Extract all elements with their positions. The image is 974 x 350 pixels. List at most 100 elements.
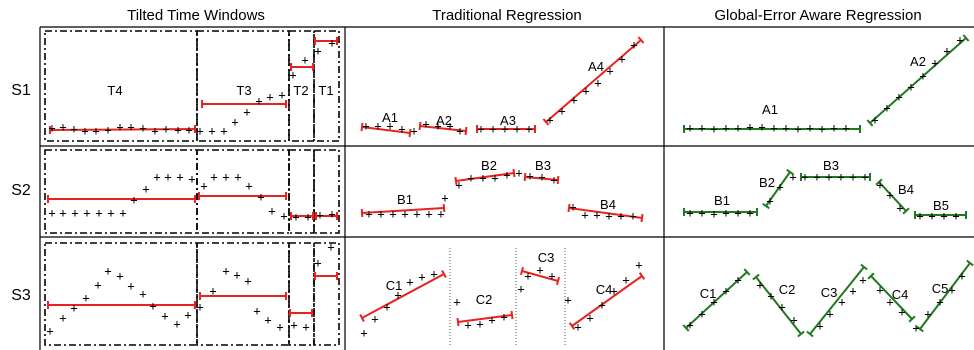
- header-global-error-aware-regression: Global-Error Aware Regression: [714, 7, 921, 24]
- s3-point-10: +: [161, 309, 168, 323]
- trad-s1-point-19: +: [606, 64, 613, 78]
- trad-label-a2: A2: [436, 113, 452, 128]
- global-s2-point-20: +: [940, 209, 947, 223]
- s3-point-7: +: [127, 279, 134, 293]
- s2-point-19: +: [268, 204, 275, 218]
- s3-point-22: +: [302, 320, 309, 334]
- global-s1-point-7: +: [770, 121, 777, 135]
- global-s3-point-10: +: [826, 307, 833, 321]
- global-s3-point-16: +: [898, 305, 905, 319]
- s1-point-21: +: [289, 68, 296, 82]
- global-s2-point-13: +: [849, 170, 856, 184]
- s3-point-19: +: [264, 313, 271, 327]
- s2-point-15: +: [222, 170, 229, 184]
- global-label-c5: C5: [932, 281, 949, 296]
- trad-s1-point-17: +: [582, 84, 589, 98]
- trad-label-c2: C2: [476, 292, 493, 307]
- s2-point-23: +: [316, 208, 323, 222]
- global-s2-point-21: +: [952, 209, 959, 223]
- global-s1-point-17: +: [907, 80, 914, 94]
- window-seg-s2-t3: [198, 192, 287, 200]
- s2-point-10: +: [164, 170, 171, 184]
- s1-point-6: +: [116, 120, 123, 134]
- trad-s3-point-19: +: [598, 298, 605, 312]
- s1-point-1: +: [59, 120, 66, 134]
- s2-point-17: +: [245, 179, 252, 193]
- tilted-window-boundaries: [44, 30, 340, 346]
- s2-point-12: +: [188, 172, 195, 186]
- trad-seg-c1: [359, 270, 447, 322]
- global-s3-point-8: +: [790, 313, 797, 327]
- trad-seg-b2: [454, 168, 516, 186]
- global-s1-point-14: +: [871, 113, 878, 127]
- global-s2-point-7: +: [776, 180, 783, 194]
- global-s3-point-11: +: [838, 295, 845, 309]
- trad-s2-point-16: +: [550, 173, 557, 187]
- trad-s3-point-14: +: [536, 263, 543, 277]
- s3-segment-separators: [449, 248, 566, 345]
- trad-s2-point-13: +: [515, 166, 522, 180]
- trad-s2-point-12: +: [503, 168, 510, 182]
- global-label-c3: C3: [821, 285, 838, 300]
- s1-point-5: +: [104, 123, 111, 137]
- s3-point-18: +: [253, 304, 260, 318]
- trad-s1-point-4: +: [410, 124, 417, 138]
- trad-s1-point-13: +: [525, 122, 532, 136]
- trad-s2-point-22: +: [629, 209, 636, 223]
- s1-point-24: +: [328, 36, 335, 50]
- global-seg-a1: [683, 125, 861, 133]
- global-s2-point-10: +: [813, 170, 820, 184]
- s1-point-4: +: [92, 124, 99, 138]
- window-seg-s3-t1: [314, 272, 338, 280]
- trad-s2-point-11: +: [491, 171, 498, 185]
- trad-s1-point-16: +: [570, 93, 577, 107]
- s1-point-22: +: [301, 53, 308, 67]
- global-s1-point-12: +: [830, 121, 837, 135]
- s1-point-17: +: [243, 105, 250, 119]
- global-s1-point-4: +: [734, 121, 741, 135]
- global-s2-point-12: +: [837, 170, 844, 184]
- s2-point-20: +: [280, 209, 287, 223]
- window-seg-s3-t3: [199, 292, 287, 300]
- global-s3-point-21: +: [958, 269, 965, 283]
- s2-point-11: +: [176, 170, 183, 184]
- trad-label-c3: C3: [538, 250, 555, 265]
- global-s1-point-9: +: [794, 122, 801, 136]
- s3-point-14: +: [209, 284, 216, 298]
- s1-point-8: +: [139, 121, 146, 135]
- trad-s2-point-7: +: [441, 191, 448, 205]
- s3-point-23: +: [314, 256, 321, 270]
- s2-point-14: +: [210, 170, 217, 184]
- s2-point-9: +: [153, 170, 160, 184]
- row-label-s2: S2: [11, 182, 31, 199]
- global-s3-point-15: +: [886, 295, 893, 309]
- trad-seg-b1: [360, 203, 446, 218]
- global-seg-b2: [762, 168, 794, 210]
- trad-seg-c4: [568, 272, 646, 330]
- s1-point-7: +: [127, 120, 134, 134]
- window-seg-s3-t4: [47, 301, 196, 309]
- global-s2-point-9: +: [801, 170, 808, 184]
- s2-point-18: +: [257, 190, 264, 204]
- trad-s2-point-6: +: [437, 207, 444, 221]
- trad-s3-point-20: +: [610, 284, 617, 298]
- trad-label-a4: A4: [588, 59, 604, 74]
- global-seg-a2: [866, 34, 970, 127]
- trad-s2-point-8: +: [455, 178, 462, 192]
- s3-point-24: +: [327, 240, 334, 254]
- s1-point-2: +: [70, 122, 77, 136]
- trad-s3-point-12: +: [517, 282, 524, 296]
- window-label-t4: T4: [107, 83, 122, 98]
- s1-point-10: +: [162, 122, 169, 136]
- trad-label-b3: B3: [535, 158, 551, 173]
- trad-s2-point-4: +: [413, 207, 420, 221]
- data-points: + + + + + + + + + + + + + + + + + + + + + + + + + + + + + + + + + + + + + + + +…: [46, 33, 965, 340]
- trad-s3-point-8: +: [464, 318, 471, 332]
- s3-point-15: +: [222, 264, 229, 278]
- global-s1-point-8: +: [782, 121, 789, 135]
- trad-s2-point-9: +: [467, 171, 474, 185]
- trad-s1-point-14: +: [546, 113, 553, 127]
- s1-point-20: +: [278, 88, 285, 102]
- global-seg-c1: [682, 268, 751, 332]
